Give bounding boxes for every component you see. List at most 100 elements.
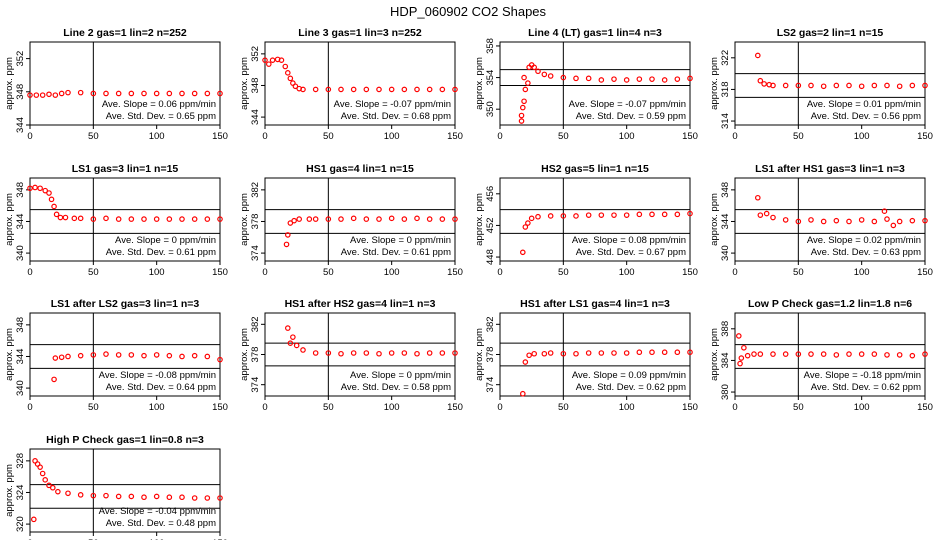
data-point: [452, 216, 458, 222]
data-point: [846, 82, 852, 89]
data-point: [521, 74, 527, 81]
data-point: [687, 210, 693, 217]
slope-annotation: Ave. Slope = -0.07 ppm/min: [334, 99, 451, 110]
data-point: [278, 57, 285, 63]
data-point: [115, 216, 122, 222]
data-point: [37, 185, 43, 192]
data-point: [77, 215, 84, 222]
data-point: [325, 216, 332, 222]
data-point: [560, 350, 567, 357]
panel-title: LS2 gas=2 lin=1 n=15: [777, 27, 884, 39]
stddev-annotation: Ave. Std. Dev. = 0.48 ppm: [106, 518, 216, 529]
data-point: [439, 86, 446, 93]
y-tick-label: 378: [250, 347, 261, 363]
data-point: [58, 90, 65, 97]
data-point: [922, 351, 928, 357]
data-point: [649, 211, 655, 218]
data-point: [636, 211, 643, 218]
slope-annotation: Ave. Slope = 0.09 ppm/min: [572, 370, 686, 381]
y-tick-label: 344: [720, 214, 731, 230]
data-point: [611, 212, 617, 218]
data-point: [757, 77, 764, 84]
data-point: [531, 350, 538, 357]
x-tick-label: 100: [854, 402, 870, 413]
data-point: [782, 82, 789, 89]
data-point: [269, 57, 276, 63]
y-tick-label: 328: [15, 453, 26, 469]
x-tick-label: 0: [27, 131, 32, 142]
slope-annotation: Ave. Slope = 0 ppm/min: [350, 235, 451, 246]
y-tick-label: 388: [720, 321, 731, 337]
data-point: [77, 89, 84, 96]
data-point: [871, 82, 878, 89]
data-point: [128, 90, 135, 97]
y-tick-label: 318: [720, 81, 731, 97]
data-point: [518, 118, 525, 124]
x-tick-label: 100: [149, 131, 165, 142]
x-tick-label: 100: [149, 402, 165, 413]
data-point: [376, 350, 382, 357]
data-point: [292, 83, 299, 90]
x-tick-label: 150: [447, 402, 463, 413]
data-point: [282, 63, 289, 70]
x-tick-label: 0: [262, 402, 267, 413]
slope-annotation: Ave. Slope = 0.01 ppm/min: [807, 99, 921, 110]
data-point: [922, 82, 928, 89]
data-point: [661, 211, 668, 218]
data-point: [90, 352, 97, 358]
data-point: [414, 215, 420, 222]
x-tick-label: 0: [732, 131, 737, 142]
y-axis-label: approx. ppm: [239, 328, 250, 381]
slope-annotation: Ave. Slope = -0.04 ppm/min: [99, 506, 216, 517]
data-point: [363, 350, 370, 356]
data-point: [661, 349, 668, 356]
data-point: [541, 71, 548, 78]
data-point: [115, 352, 122, 358]
data-point: [521, 98, 527, 105]
y-tick-label: 320: [15, 516, 26, 532]
data-point: [179, 353, 185, 360]
y-tick-label: 374: [250, 377, 261, 393]
data-point: [48, 196, 55, 203]
data-point: [649, 76, 655, 82]
data-point: [217, 495, 223, 501]
x-tick-label: 50: [323, 402, 334, 413]
data-point: [623, 77, 630, 83]
data-point: [414, 86, 420, 93]
data-point: [795, 351, 802, 357]
data-point: [65, 89, 71, 96]
data-point: [757, 351, 764, 357]
data-point: [57, 214, 64, 221]
data-point: [350, 215, 357, 222]
data-point: [858, 351, 865, 357]
chart-panel-3: Line 4 (LT) gas=1 lin=4 n=3 0 50 100 150 350 3…: [474, 27, 698, 142]
data-point: [325, 350, 332, 356]
data-point: [896, 218, 903, 225]
data-point: [312, 86, 319, 93]
data-point: [452, 86, 458, 93]
x-tick-label: 150: [682, 267, 698, 278]
data-point: [90, 90, 97, 97]
data-point: [166, 494, 173, 501]
data-point: [287, 340, 294, 346]
y-tick-label: 374: [250, 245, 261, 261]
data-point: [896, 83, 903, 90]
data-point: [363, 86, 370, 93]
stddev-annotation: Ave. Std. Dev. = 0.61 ppm: [106, 247, 216, 258]
x-tick-label: 100: [384, 402, 400, 413]
x-tick-label: 0: [27, 538, 32, 540]
stddev-annotation: Ave. Std. Dev. = 0.62 ppm: [811, 382, 921, 393]
data-point: [761, 81, 767, 87]
data-point: [846, 218, 852, 225]
x-tick-label: 150: [682, 131, 698, 142]
data-point: [674, 76, 681, 82]
x-tick-label: 50: [793, 131, 804, 142]
data-point: [547, 213, 554, 219]
data-point: [909, 352, 916, 359]
data-point: [65, 353, 71, 360]
data-point: [547, 73, 554, 79]
data-point: [890, 222, 897, 229]
data-point: [541, 350, 548, 357]
chart-panel-6: HS1 gas=4 lin=1 n=15 0 50 100 150 374 378 382ap…: [239, 163, 463, 278]
data-point: [141, 216, 147, 222]
